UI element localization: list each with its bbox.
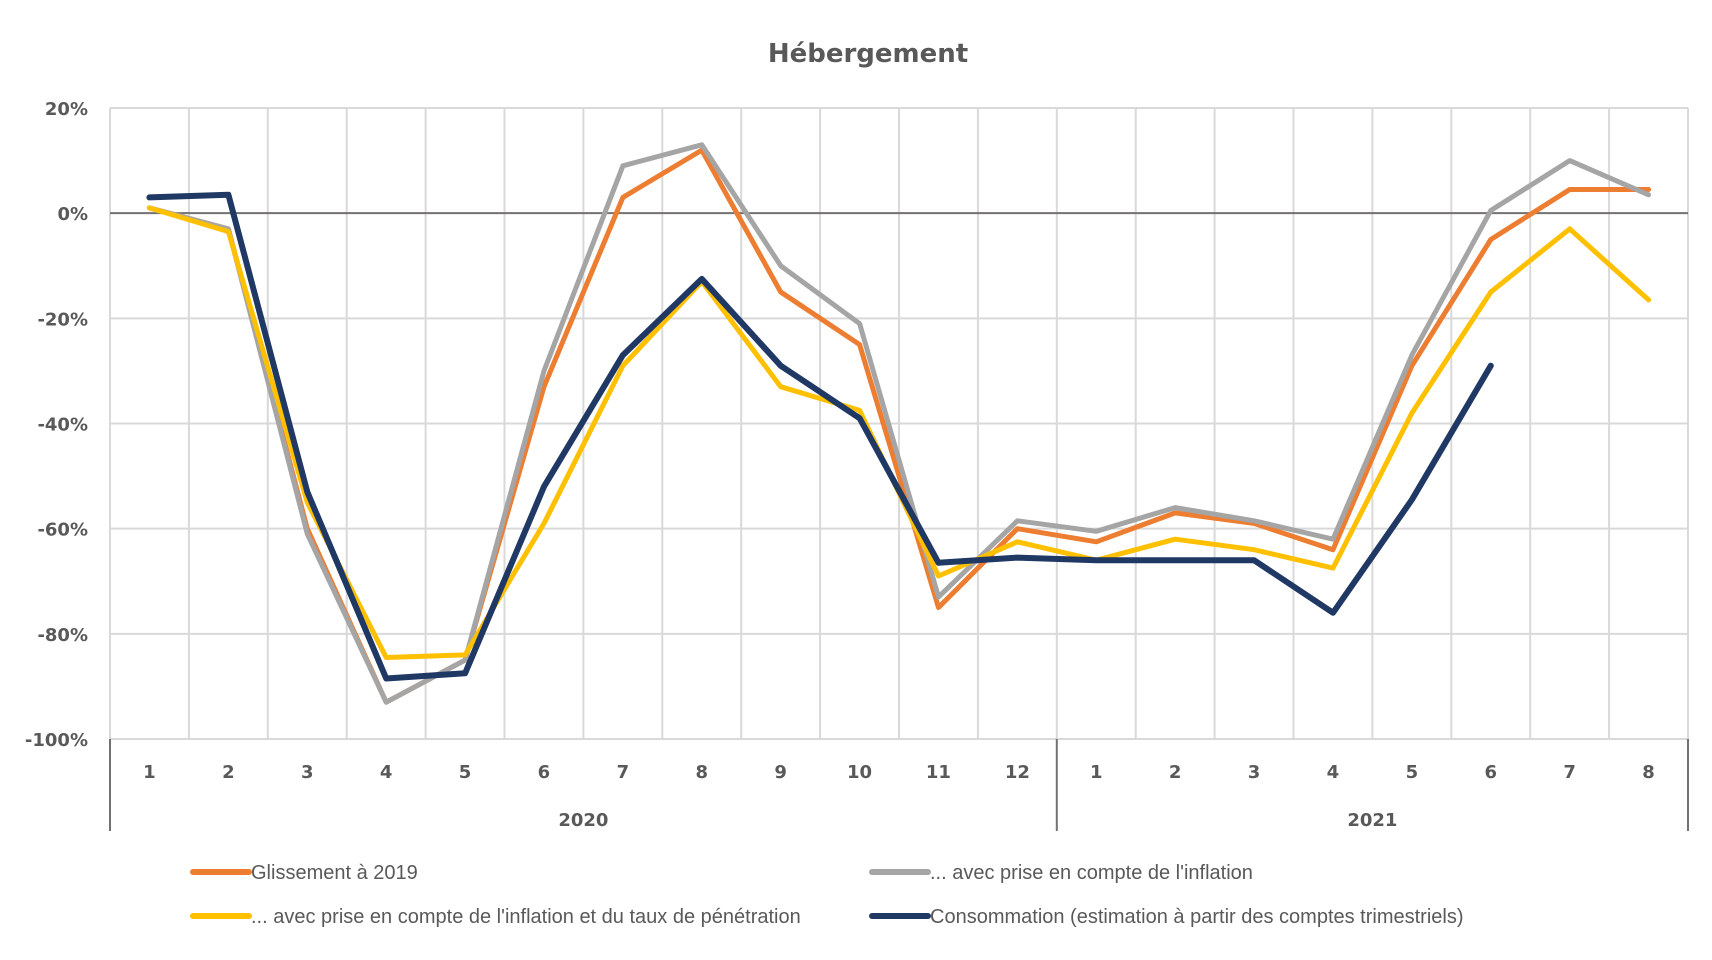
x-tick-label: 2	[222, 762, 235, 783]
legend-label: ... avec prise en compte de l'inflation	[930, 862, 1253, 884]
x-group-label: 2020	[558, 810, 608, 831]
chart-title: Hébergement	[768, 39, 968, 69]
x-tick-label: 3	[301, 762, 314, 783]
series-line-2	[146, 142, 1652, 705]
grid	[109, 107, 1689, 740]
y-axis: 20% 0% -20% -40% -60% -80% -100%	[25, 99, 88, 751]
x-tick-label: 9	[774, 762, 787, 783]
x-tick-label: 10	[847, 762, 872, 783]
x-tick-label: 8	[1642, 762, 1655, 783]
x-tick-label: 4	[1327, 762, 1340, 783]
x-tick-label: 2	[1169, 762, 1182, 783]
x-tick-label: 6	[538, 762, 551, 783]
series-lines	[146, 142, 1652, 705]
x-group-label: 2021	[1347, 810, 1397, 831]
x-tick-label: 4	[380, 762, 393, 783]
y-tick-label: -100%	[25, 730, 88, 751]
x-tick-label: 5	[1406, 762, 1419, 783]
x-tick-label: 7	[1563, 762, 1576, 783]
legend-label: Glissement à 2019	[251, 862, 418, 884]
y-tick-label: -40%	[37, 415, 88, 436]
legend: Glissement à 2019 ... avec prise en compt…	[190, 862, 1464, 928]
x-tick-label: 3	[1248, 762, 1261, 783]
legend-label: ... avec prise en compte de l'inflation …	[251, 906, 801, 928]
x-tick-label: 11	[926, 762, 951, 783]
y-tick-label: -20%	[37, 309, 88, 330]
y-tick-label: -60%	[37, 520, 88, 541]
x-tick-label: 5	[459, 762, 472, 783]
y-tick-label: 20%	[45, 99, 88, 120]
legend-label: Consommation (estimation à partir des co…	[930, 906, 1464, 928]
x-tick-label: 1	[143, 762, 156, 783]
y-tick-label: 0%	[57, 204, 88, 225]
x-tick-label: 7	[617, 762, 630, 783]
series-line-4	[146, 191, 1494, 682]
y-tick-label: -80%	[37, 625, 88, 646]
x-tick-label: 1	[1090, 762, 1103, 783]
x-tick-label: 6	[1484, 762, 1497, 783]
x-tick-label: 12	[1005, 762, 1030, 783]
x-tick-label: 8	[695, 762, 708, 783]
